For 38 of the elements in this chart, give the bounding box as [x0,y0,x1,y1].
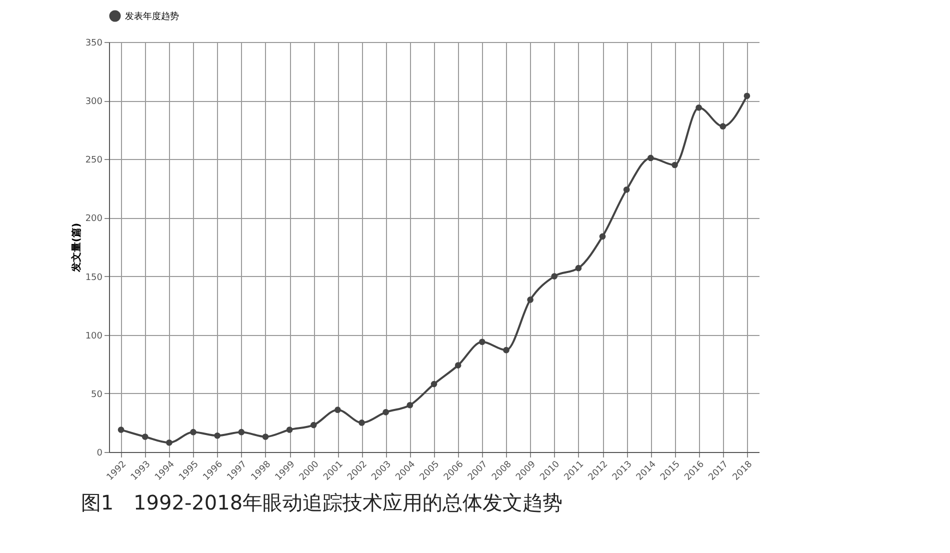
point [478,338,486,346]
legend-label: 发表年度趋势 [125,11,179,22]
point [503,346,510,354]
point [358,420,365,426]
point [406,402,414,408]
point [382,409,390,416]
y-tick-label: 150 [85,272,103,283]
point [142,434,148,440]
point [696,104,702,111]
point [599,233,606,240]
point [672,162,678,168]
point [551,273,558,280]
point [238,428,245,436]
point [166,439,172,446]
y-tick-label: 300 [85,97,103,108]
y-axis-title: 发文量(篇) [70,222,82,274]
y-tick-label: 200 [85,214,103,224]
point [118,426,124,433]
point [430,380,438,388]
point [744,92,750,100]
caption: 图1 1992-2018年眼动追踪技术应用的总体发文趋势 [80,490,563,515]
point [623,186,630,193]
point [720,123,726,130]
y-tick-label: 0 [96,448,103,458]
point [527,296,534,303]
y-tick-label: 50 [91,390,103,400]
point [575,264,582,272]
y-tick-label: 100 [85,331,103,342]
point [286,426,293,433]
point [334,406,341,413]
y-tick-label: 350 [85,38,103,48]
point [190,428,196,436]
y-tick-label: 250 [85,156,103,166]
point [648,154,654,162]
point [454,362,462,368]
point [262,434,269,440]
point [214,432,220,439]
point [310,422,317,428]
